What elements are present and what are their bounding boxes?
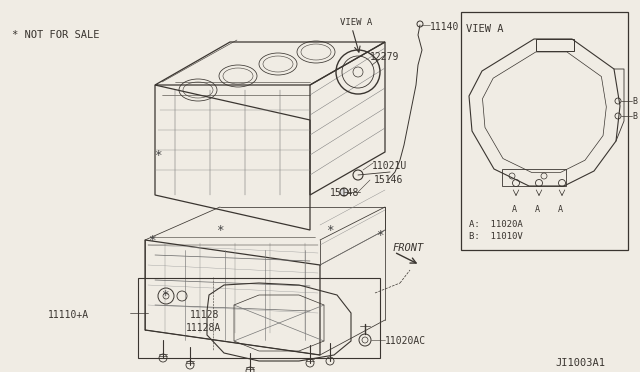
Text: B: B bbox=[632, 97, 637, 106]
Text: *: * bbox=[148, 234, 156, 247]
Text: 11128: 11128 bbox=[190, 310, 220, 320]
Text: *: * bbox=[216, 224, 223, 237]
Text: 15146: 15146 bbox=[374, 175, 403, 185]
Text: FRONT: FRONT bbox=[393, 243, 424, 253]
Text: * NOT FOR SALE: * NOT FOR SALE bbox=[12, 30, 99, 40]
Text: *: * bbox=[161, 289, 168, 302]
Text: B: B bbox=[632, 112, 637, 121]
Text: 11140: 11140 bbox=[430, 22, 460, 32]
Text: 11110+A: 11110+A bbox=[48, 310, 89, 320]
Text: JI1003A1: JI1003A1 bbox=[555, 358, 605, 368]
Text: *: * bbox=[376, 229, 383, 242]
Text: B:  11010V: B: 11010V bbox=[469, 232, 523, 241]
Bar bbox=[461, 12, 628, 250]
Text: VIEW A: VIEW A bbox=[340, 18, 372, 27]
Bar bbox=[138, 278, 380, 358]
Text: 11021U: 11021U bbox=[372, 161, 407, 171]
Text: 11020AC: 11020AC bbox=[385, 336, 426, 346]
Text: 11128A: 11128A bbox=[186, 323, 221, 333]
Text: VIEW A: VIEW A bbox=[466, 24, 504, 34]
Circle shape bbox=[340, 188, 348, 196]
Text: *: * bbox=[154, 149, 161, 162]
Text: A: A bbox=[535, 205, 540, 214]
Bar bbox=[536, 39, 574, 51]
Text: 15148: 15148 bbox=[330, 188, 360, 198]
Text: A:  11020A: A: 11020A bbox=[469, 220, 523, 229]
Text: A: A bbox=[558, 205, 563, 214]
Text: *: * bbox=[326, 224, 333, 237]
Text: 12279: 12279 bbox=[370, 52, 399, 62]
Bar bbox=[502, 169, 566, 186]
Text: A: A bbox=[512, 205, 517, 214]
